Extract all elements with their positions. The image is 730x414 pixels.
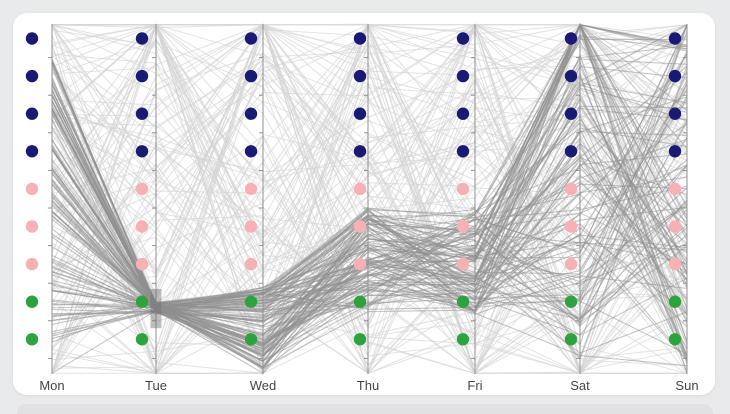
category-dot [456,333,470,346]
brush-selection[interactable] [150,288,162,329]
category-dot [135,32,149,45]
category-dot [244,333,258,346]
axis-label-wed: Wed [250,378,277,393]
category-dot [353,182,367,196]
category-dot [244,69,258,83]
category-dot [25,295,39,308]
category-dot [25,220,39,233]
category-dot [135,220,149,233]
category-dot [25,145,39,158]
category-dot [25,182,39,196]
category-dot [668,295,682,308]
category-dot [353,220,367,233]
axis-label-sun: Sun [675,378,698,393]
category-dot [668,220,682,233]
lower-panel-edge [17,404,713,414]
category-dot [353,333,367,346]
axis-label-mon: Mon [39,378,64,393]
category-dot [353,69,367,83]
category-dot [564,182,578,196]
category-dot [135,295,149,308]
category-dot [244,295,258,308]
category-dot [564,69,578,83]
category-dot [135,257,149,271]
category-dot [456,257,470,271]
category-dot [668,182,682,196]
category-dot [25,32,39,45]
category-dot [353,32,367,45]
category-dot [135,145,149,158]
category-dot [25,257,39,271]
category-dot [244,220,258,233]
category-dot [668,69,682,83]
category-dot [456,295,470,308]
category-dot [135,182,149,196]
category-dot [135,107,149,120]
category-dot [564,107,578,120]
category-dot [135,69,149,83]
category-dot [25,69,39,83]
category-dot [244,32,258,45]
category-dot [456,107,470,120]
category-dot [244,107,258,120]
category-dot [456,182,470,196]
axis-label-sat: Sat [570,378,590,393]
category-dot [456,145,470,158]
category-dot [564,295,578,308]
category-dot [564,257,578,271]
category-dot [668,145,682,158]
axis-label-thu: Thu [357,378,379,393]
category-dot [564,220,578,233]
category-dot [244,182,258,196]
category-dot [668,257,682,271]
category-dot [456,220,470,233]
category-dot [564,333,578,346]
category-dot [353,257,367,271]
category-dot [564,32,578,45]
category-dot [244,145,258,158]
axis-label-tue: Tue [145,378,167,393]
category-dot [668,32,682,45]
category-dot [564,145,578,158]
category-dot [668,107,682,120]
axis-label-fri: Fri [467,378,482,393]
category-dot [25,333,39,346]
category-dot [456,69,470,83]
category-dot [456,32,470,45]
category-dot [353,107,367,120]
category-dot [353,295,367,308]
category-dot [135,333,149,346]
category-dot [25,107,39,120]
category-dot [353,145,367,158]
category-dot [244,257,258,271]
category-dot [668,333,682,346]
